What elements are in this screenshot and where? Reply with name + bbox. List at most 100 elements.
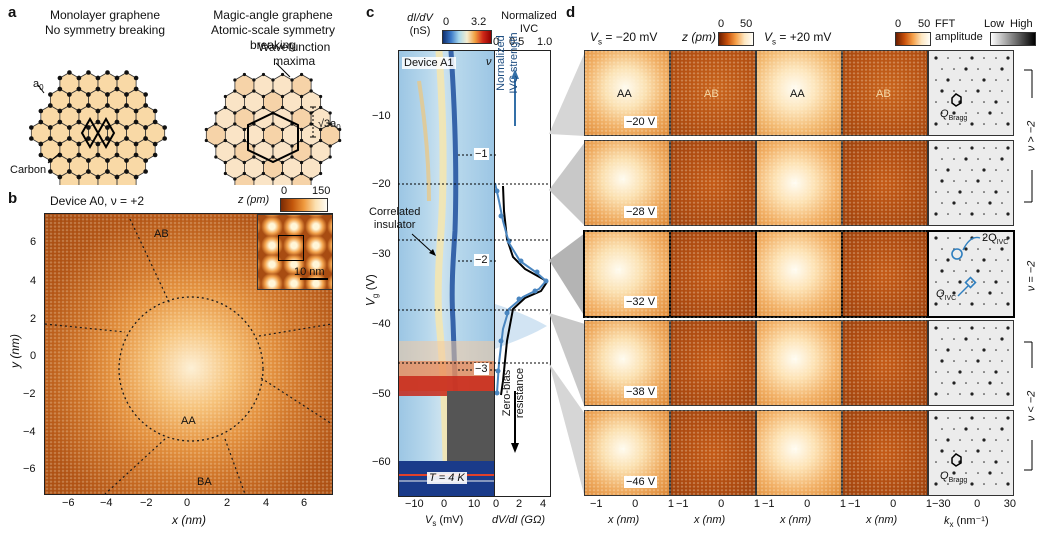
fft-spots bbox=[934, 56, 1010, 486]
d-cbar1-tick-0: 0 bbox=[718, 18, 725, 30]
d-xlabel-c2: x (nm) bbox=[780, 514, 812, 526]
temperature-label: T = 4 K bbox=[427, 472, 467, 484]
bragg-label-bottom: QBragg bbox=[940, 470, 968, 485]
c-ytick-10: −10 bbox=[372, 110, 391, 122]
d-ticks-c1: −1 0 1 bbox=[676, 498, 760, 510]
d-xlabel-c1: x (nm) bbox=[694, 514, 726, 526]
d-fft-high: High bbox=[1010, 18, 1033, 30]
c-cbar-tick-0: 0 bbox=[443, 16, 450, 28]
d-ticks-c2: −1 0 1 bbox=[762, 498, 846, 510]
device-a1-label: Device A1 bbox=[402, 57, 456, 69]
b-ytick-m2: −2 bbox=[23, 388, 36, 400]
d-col2-header: z (pm) bbox=[682, 30, 716, 44]
b-xtick-2: 2 bbox=[224, 497, 231, 509]
d-cbar1-tick-1: 50 bbox=[740, 18, 753, 30]
c-x2tick-0: 0 bbox=[493, 498, 500, 510]
panel-b-cbar-tick-0: 0 bbox=[281, 185, 288, 197]
d-colorbar-2 bbox=[895, 32, 931, 46]
nu-label-m2: −2 bbox=[474, 254, 489, 266]
d-xlabel-c0: x (nm) bbox=[608, 514, 640, 526]
panel-a-label: a bbox=[8, 4, 17, 21]
tile-r0-c2 bbox=[756, 50, 842, 136]
correlated-insulator-label: Correlated insulator bbox=[369, 206, 421, 231]
nu-label-m3: −3 bbox=[474, 363, 489, 375]
moire-map bbox=[44, 213, 333, 495]
d-ticks-c0: −1 0 1 bbox=[590, 498, 674, 510]
b-ytick-m4: −4 bbox=[23, 426, 36, 438]
c-ytick-20: −20 bbox=[372, 178, 391, 190]
c-guides bbox=[398, 154, 549, 371]
connector-wedges bbox=[549, 52, 585, 495]
nu-symbol: ν bbox=[486, 56, 492, 68]
domain-boundaries bbox=[45, 218, 332, 494]
region-aa-label: AA bbox=[181, 415, 196, 427]
b-xlabel: x (nm) bbox=[172, 513, 206, 527]
region-ba-label: BA bbox=[197, 476, 212, 488]
d-fft-header: FFT amplitude bbox=[935, 18, 983, 43]
tile-r0-c1 bbox=[670, 50, 756, 136]
d-ticks-c3: −1 0 1 bbox=[848, 498, 932, 510]
c-xtick-10: 10 bbox=[468, 498, 481, 510]
monolayer-lattice bbox=[29, 70, 167, 185]
c-xtick-0: 0 bbox=[441, 498, 448, 510]
c-ytick-30: −30 bbox=[372, 248, 391, 260]
nu-label-m1: −1 bbox=[474, 148, 489, 160]
panel-b-label: b bbox=[8, 190, 18, 207]
tile-r1-c1 bbox=[670, 140, 756, 226]
b-ytick-m6: −6 bbox=[23, 463, 36, 475]
side-label-eq: ν = −2 bbox=[1025, 260, 1038, 292]
magic-angle-title: Magic-angle graphene Atomic-scale symmetr… bbox=[210, 8, 335, 52]
b-xtick-0: 0 bbox=[184, 497, 191, 509]
bragg-label-top: QBragg bbox=[940, 108, 968, 123]
wavefunction-label: Wavefunction maxima bbox=[258, 40, 331, 68]
c-ivc-title: Normalized IVC bbox=[501, 10, 557, 35]
b-ytick-0: 0 bbox=[30, 350, 37, 362]
tag-ab-1: AB bbox=[704, 88, 719, 100]
d-fft-colorbar bbox=[990, 32, 1036, 46]
side-label-gt: ν > −2 bbox=[1025, 120, 1038, 152]
ivc-plot bbox=[494, 50, 551, 497]
gate-label-38: −38 V bbox=[624, 386, 658, 398]
gate-label-46: −46 V bbox=[624, 476, 658, 488]
d-cbar2-tick-1: 50 bbox=[918, 18, 931, 30]
magic-angle-lattice bbox=[204, 62, 342, 185]
ivc-curves bbox=[495, 69, 549, 453]
gate-label-32: −32 V bbox=[624, 296, 658, 308]
b-xtick-m6: −6 bbox=[62, 497, 75, 509]
b-xtick-m4: −4 bbox=[100, 497, 113, 509]
two-q-ivc-label: 2QIVC bbox=[982, 232, 1009, 247]
tile-r2-c3 bbox=[841, 230, 929, 318]
d-ticks-c4: −30 0 30 bbox=[932, 498, 1016, 510]
b-xtick-4: 4 bbox=[263, 497, 270, 509]
tile-r3-c3 bbox=[842, 320, 928, 406]
correlated-arrow bbox=[411, 233, 436, 256]
inset-zoom bbox=[257, 214, 332, 290]
carbon-label: Carbon bbox=[10, 164, 47, 176]
b-xtick-6: 6 bbox=[301, 497, 308, 509]
tile-r4-c3 bbox=[842, 410, 928, 496]
c-xlabel: Vs (mV) bbox=[425, 514, 464, 529]
c-colorbar bbox=[442, 30, 492, 44]
q-ivc-label: QIVC bbox=[936, 288, 957, 303]
tile-r2-c2 bbox=[755, 230, 843, 318]
tile-r1-c2 bbox=[756, 140, 842, 226]
c-ivc-tick-0: 0 bbox=[493, 36, 500, 48]
tile-r0-c3 bbox=[842, 50, 928, 136]
monolayer-title: Monolayer graphene No symmetry breaking bbox=[44, 8, 166, 37]
tile-r3-c1 bbox=[670, 320, 756, 406]
c-ylabel: Vg (V) bbox=[363, 274, 381, 307]
sqrt3-label: √3a0 bbox=[318, 118, 341, 133]
d-xlabel-c4: kx (nm⁻¹) bbox=[944, 515, 989, 530]
c-ytick-40: −40 bbox=[372, 318, 391, 330]
panel-d-label: d bbox=[566, 4, 576, 21]
a0-label: a0 bbox=[33, 78, 44, 93]
tile-r4-c4 bbox=[928, 410, 1014, 496]
tile-r3-c2 bbox=[756, 320, 842, 406]
tile-r4-c1 bbox=[670, 410, 756, 496]
b-ytick-2: 2 bbox=[30, 313, 37, 325]
tile-r1-c4 bbox=[928, 140, 1014, 226]
d-col1-header: Vs = −20 mV bbox=[590, 30, 658, 47]
c-ivc-tick-1: 0.5 bbox=[509, 36, 525, 48]
gate-label-28: −28 V bbox=[624, 206, 658, 218]
tile-r3-c4 bbox=[928, 320, 1014, 406]
